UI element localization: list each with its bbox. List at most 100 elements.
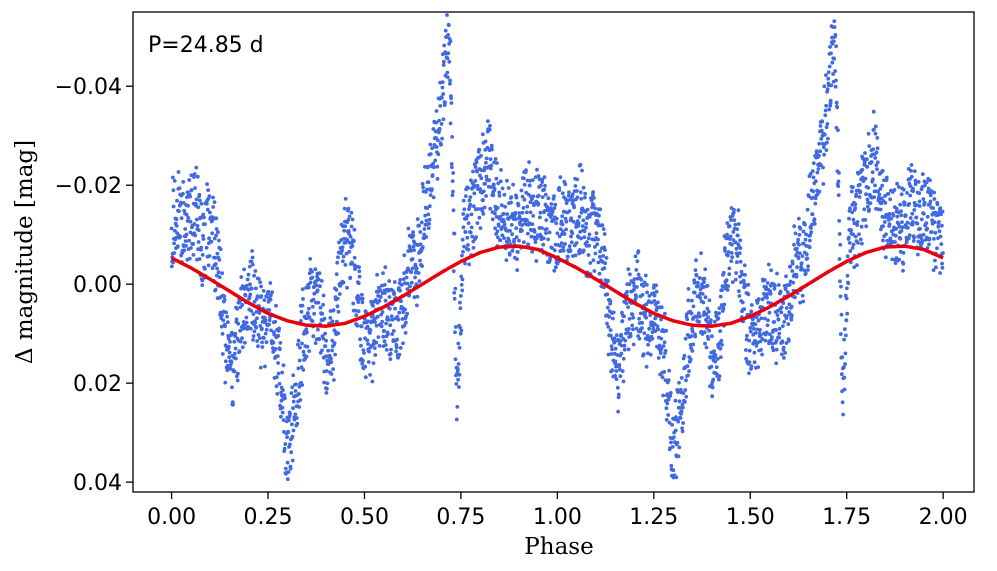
- data-point: [656, 327, 661, 332]
- data-point: [602, 232, 607, 236]
- data-point: [821, 165, 825, 170]
- data-point: [475, 221, 480, 226]
- data-point: [462, 244, 466, 249]
- data-point: [680, 402, 685, 407]
- data-point: [829, 51, 833, 56]
- data-point: [722, 246, 727, 251]
- data-point: [264, 340, 269, 345]
- data-point: [848, 206, 852, 211]
- data-point: [192, 175, 196, 179]
- data-point: [839, 284, 843, 289]
- data-point: [788, 264, 792, 269]
- data-point: [683, 336, 688, 341]
- data-point: [583, 195, 587, 200]
- data-point: [597, 213, 601, 218]
- data-point: [909, 163, 914, 167]
- data-point: [219, 324, 224, 329]
- data-point: [342, 228, 347, 233]
- data-point: [204, 245, 209, 250]
- data-point: [933, 230, 938, 235]
- data-point: [241, 326, 246, 331]
- data-point: [845, 254, 850, 259]
- data-point: [415, 303, 419, 308]
- data-point: [703, 295, 708, 300]
- data-point: [310, 304, 315, 309]
- y-tick-label: −0.02: [55, 174, 122, 199]
- data-point: [787, 302, 792, 307]
- data-point: [360, 361, 365, 366]
- data-point: [325, 386, 329, 391]
- data-point: [297, 358, 302, 363]
- data-point: [264, 327, 269, 332]
- data-point: [339, 251, 343, 256]
- data-point: [671, 468, 676, 473]
- data-point: [902, 200, 907, 205]
- data-point: [664, 417, 669, 422]
- data-point: [212, 236, 217, 241]
- data-point: [184, 212, 189, 217]
- data-point: [608, 328, 613, 332]
- data-point: [884, 232, 888, 237]
- data-point: [388, 351, 393, 356]
- data-point: [806, 264, 810, 269]
- data-point: [254, 310, 259, 314]
- data-point: [391, 329, 396, 333]
- data-point: [331, 367, 335, 371]
- data-point: [770, 341, 775, 346]
- data-point: [850, 210, 854, 215]
- data-point: [784, 274, 788, 279]
- data-point: [250, 255, 255, 260]
- data-point: [458, 331, 463, 336]
- data-point: [901, 261, 906, 266]
- data-point: [350, 244, 355, 248]
- x-tick-label: 0.00: [147, 505, 196, 530]
- data-point: [706, 337, 711, 341]
- data-point: [316, 277, 321, 282]
- data-point: [936, 224, 941, 229]
- data-point: [509, 195, 514, 200]
- data-point: [613, 346, 618, 351]
- data-point: [793, 295, 797, 300]
- data-point: [398, 346, 403, 350]
- data-point: [251, 334, 256, 338]
- data-point: [851, 185, 855, 190]
- data-point: [938, 234, 943, 239]
- data-point: [307, 315, 312, 319]
- data-point: [356, 309, 361, 314]
- data-point: [377, 299, 382, 303]
- data-point: [867, 144, 872, 149]
- data-point: [784, 306, 789, 310]
- data-point: [654, 283, 658, 288]
- data-point: [418, 242, 423, 247]
- data-point: [783, 351, 788, 355]
- data-point: [236, 321, 241, 326]
- data-point: [855, 223, 860, 228]
- data-point: [330, 348, 334, 353]
- data-point: [592, 196, 596, 200]
- data-point: [833, 33, 838, 37]
- data-point: [706, 309, 711, 314]
- data-point: [348, 234, 353, 239]
- data-point: [470, 234, 475, 239]
- data-point: [233, 346, 238, 351]
- data-point: [420, 182, 425, 186]
- data-point: [676, 454, 681, 459]
- data-point: [422, 227, 427, 231]
- data-point: [356, 300, 361, 304]
- data-point: [805, 207, 810, 212]
- data-point: [300, 303, 305, 308]
- data-point: [883, 201, 888, 205]
- data-point: [359, 324, 364, 329]
- data-point: [808, 172, 813, 176]
- data-point: [430, 146, 434, 151]
- data-point: [294, 382, 298, 387]
- data-point: [655, 324, 660, 328]
- data-point: [637, 316, 641, 321]
- data-point: [460, 253, 464, 258]
- data-point: [525, 218, 529, 223]
- data-point: [931, 206, 935, 211]
- data-point: [664, 406, 669, 411]
- data-point: [811, 161, 816, 166]
- data-point: [528, 210, 533, 215]
- data-point: [791, 280, 796, 285]
